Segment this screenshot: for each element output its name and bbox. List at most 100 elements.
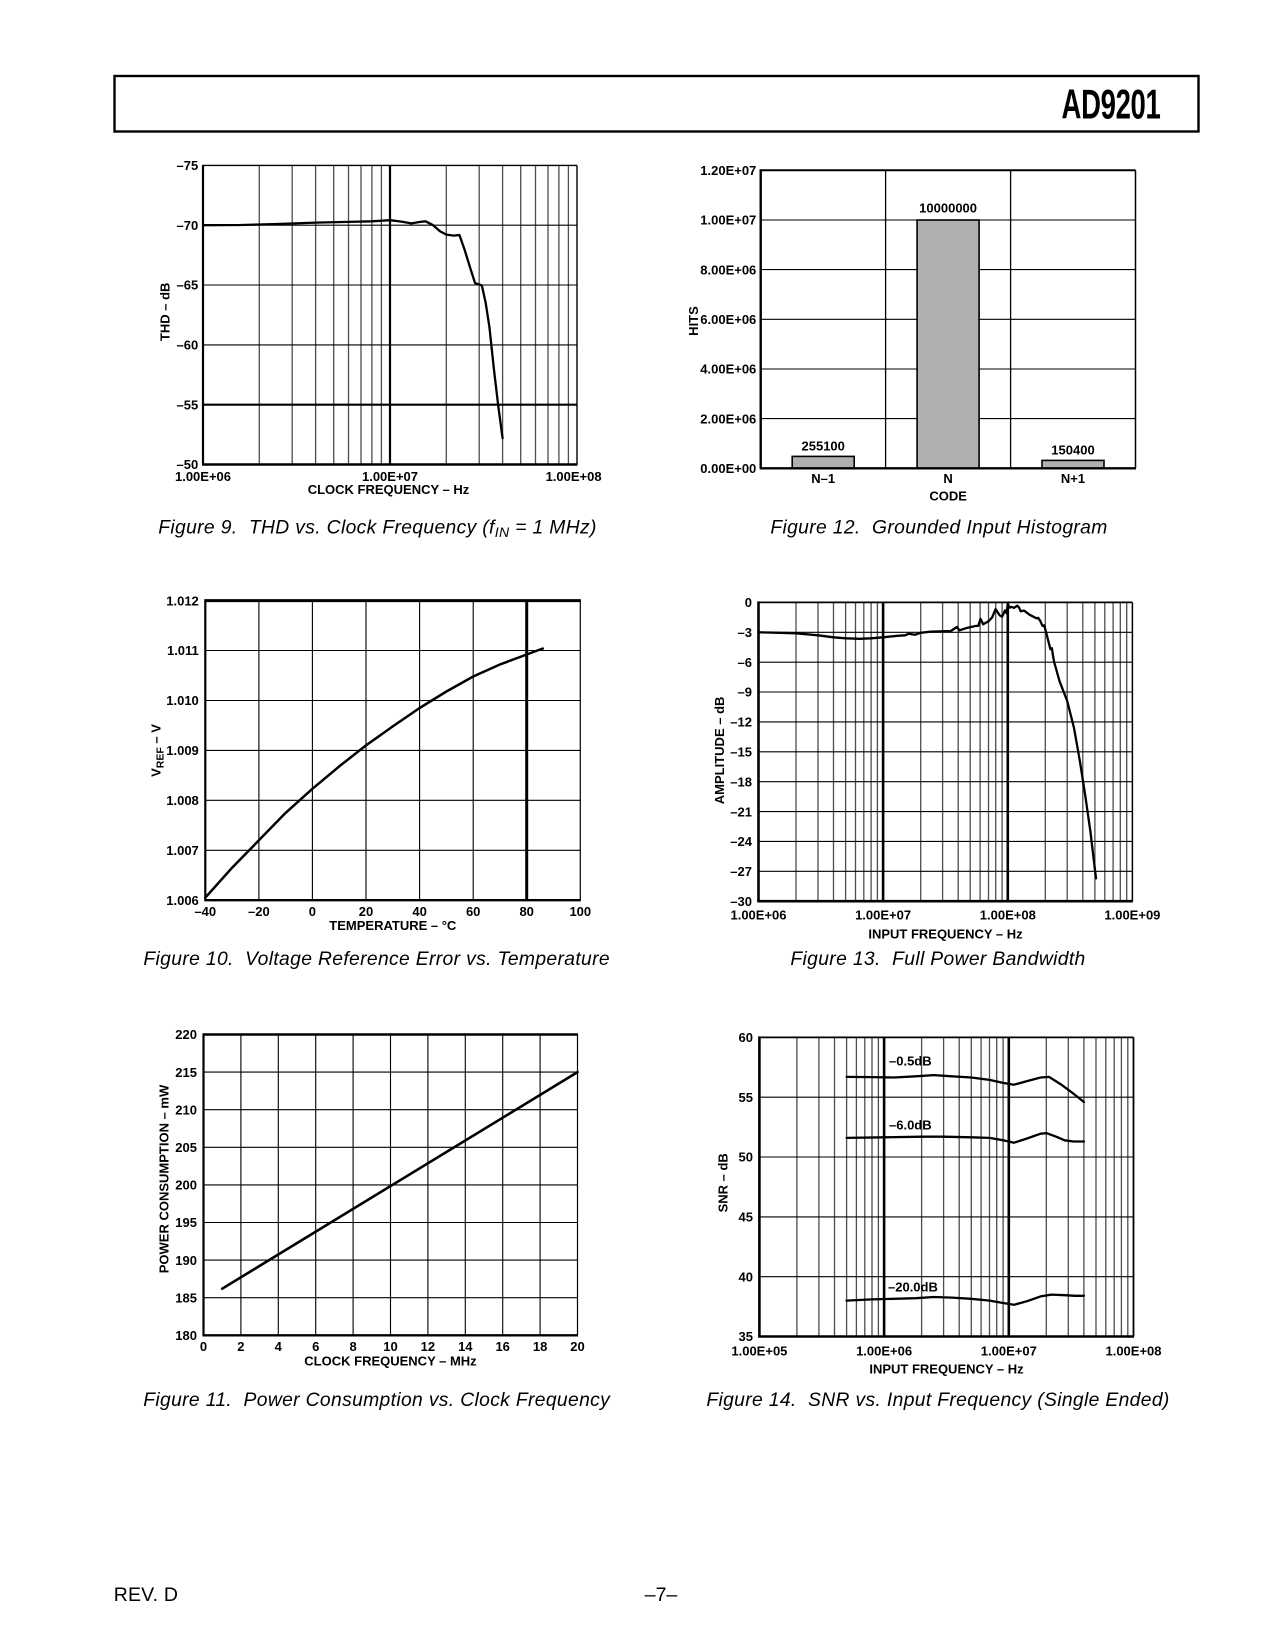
svg-text:Figure 11. Power Consumption: Figure 11. Power Consumption vs. Clock F… <box>143 1390 611 1411</box>
svg-text:1.00E+07: 1.00E+07 <box>981 1343 1037 1358</box>
svg-text:–12: –12 <box>730 715 752 730</box>
svg-text:VREF – V: VREF – V <box>149 724 167 777</box>
svg-text:35: 35 <box>739 1329 753 1344</box>
svg-text:0: 0 <box>200 1339 207 1354</box>
svg-text:HITS: HITS <box>686 306 701 336</box>
svg-text:40: 40 <box>739 1269 753 1284</box>
svg-text:1.00E+06: 1.00E+06 <box>175 469 231 484</box>
svg-text:CLOCK FREQUENCY – Hz: CLOCK FREQUENCY – Hz <box>308 482 470 497</box>
svg-text:INPUT FREQUENCY – Hz: INPUT FREQUENCY – Hz <box>869 1362 1024 1377</box>
svg-text:–0.5dB: –0.5dB <box>889 1054 932 1069</box>
svg-text:205: 205 <box>175 1140 197 1155</box>
svg-text:0: 0 <box>745 595 752 610</box>
svg-text:10: 10 <box>383 1339 397 1354</box>
svg-text:N: N <box>943 471 952 486</box>
svg-text:14: 14 <box>458 1339 473 1354</box>
svg-text:–6: –6 <box>738 655 752 670</box>
svg-text:4.00E+06: 4.00E+06 <box>700 362 756 377</box>
svg-text:REV. D: REV. D <box>114 1584 178 1606</box>
svg-text:1.00E+08: 1.00E+08 <box>1105 1343 1161 1358</box>
svg-text:Figure 9. THD vs. Clock Frequ: Figure 9. THD vs. Clock Frequency (fIN =… <box>158 518 597 540</box>
svg-text:45: 45 <box>739 1210 753 1225</box>
svg-text:–20.0dB: –20.0dB <box>888 1280 938 1295</box>
svg-text:THD – dB: THD – dB <box>158 283 173 342</box>
svg-text:20: 20 <box>570 1339 584 1354</box>
svg-text:N–1: N–1 <box>811 471 835 486</box>
svg-text:1.00E+06: 1.00E+06 <box>730 908 786 923</box>
svg-text:CLOCK FREQUENCY – MHz: CLOCK FREQUENCY – MHz <box>304 1354 477 1369</box>
svg-text:1.009: 1.009 <box>166 743 199 758</box>
svg-text:1.00E+05: 1.00E+05 <box>731 1343 787 1358</box>
svg-text:16: 16 <box>495 1339 509 1354</box>
svg-text:50: 50 <box>739 1150 753 1165</box>
svg-text:–60: –60 <box>176 338 198 353</box>
svg-text:1.00E+07: 1.00E+07 <box>700 213 756 228</box>
svg-text:–20: –20 <box>248 904 270 919</box>
svg-text:–7–: –7– <box>645 1584 678 1606</box>
svg-text:12: 12 <box>421 1339 435 1354</box>
svg-text:1.010: 1.010 <box>166 693 199 708</box>
svg-text:0.00E+00: 0.00E+00 <box>700 461 756 476</box>
svg-text:150400: 150400 <box>1051 443 1094 458</box>
svg-text:10000000: 10000000 <box>919 201 977 216</box>
svg-text:200: 200 <box>175 1178 197 1193</box>
svg-text:–27: –27 <box>730 864 752 879</box>
svg-text:1.006: 1.006 <box>166 893 199 908</box>
svg-text:1.008: 1.008 <box>166 793 199 808</box>
svg-text:AD9201: AD9201 <box>1062 81 1161 128</box>
svg-text:–18: –18 <box>730 774 752 789</box>
svg-text:55: 55 <box>739 1090 753 1105</box>
svg-text:18: 18 <box>533 1339 547 1354</box>
svg-text:1.012: 1.012 <box>166 593 199 608</box>
svg-text:185: 185 <box>175 1290 197 1305</box>
svg-text:1.00E+08: 1.00E+08 <box>980 908 1036 923</box>
svg-text:6.00E+06: 6.00E+06 <box>700 312 756 327</box>
svg-text:1.00E+07: 1.00E+07 <box>362 469 418 484</box>
svg-text:215: 215 <box>175 1065 197 1080</box>
svg-text:60: 60 <box>739 1030 753 1045</box>
svg-text:2.00E+06: 2.00E+06 <box>700 411 756 426</box>
svg-text:190: 190 <box>175 1253 197 1268</box>
svg-text:1.00E+07: 1.00E+07 <box>855 908 911 923</box>
svg-text:–9: –9 <box>738 685 752 700</box>
svg-text:Figure 10. Voltage Reference: Figure 10. Voltage Reference Error vs. T… <box>143 949 610 970</box>
svg-text:Figure 12. Grounded Input His: Figure 12. Grounded Input Histogram <box>770 518 1107 539</box>
svg-text:195: 195 <box>175 1215 197 1230</box>
svg-text:SNR – dB: SNR – dB <box>716 1153 731 1212</box>
svg-text:–40: –40 <box>194 904 216 919</box>
svg-text:CODE: CODE <box>929 489 967 504</box>
svg-text:–3: –3 <box>738 625 752 640</box>
svg-text:Figure 14. SNR vs. Input Freq: Figure 14. SNR vs. Input Frequency (Sing… <box>706 1390 1169 1411</box>
svg-text:N+1: N+1 <box>1061 471 1085 486</box>
svg-text:210: 210 <box>175 1102 197 1117</box>
svg-text:–21: –21 <box>730 804 752 819</box>
svg-text:60: 60 <box>466 904 480 919</box>
svg-text:1.00E+08: 1.00E+08 <box>546 469 602 484</box>
svg-text:0: 0 <box>309 904 316 919</box>
svg-text:–70: –70 <box>176 218 198 233</box>
svg-text:1.00E+09: 1.00E+09 <box>1104 908 1160 923</box>
svg-text:Figure 13. Full Power Bandwid: Figure 13. Full Power Bandwidth <box>790 949 1085 970</box>
svg-text:255100: 255100 <box>802 439 845 454</box>
svg-text:POWER CONSUMPTION – mW: POWER CONSUMPTION – mW <box>157 1084 172 1273</box>
svg-text:20: 20 <box>359 904 373 919</box>
svg-text:1.011: 1.011 <box>167 643 199 658</box>
svg-text:–30: –30 <box>730 894 752 909</box>
svg-text:AMPLITUDE – dB: AMPLITUDE – dB <box>712 697 727 805</box>
svg-text:INPUT FREQUENCY – Hz: INPUT FREQUENCY – Hz <box>868 927 1023 942</box>
svg-text:–50: –50 <box>176 457 198 472</box>
svg-text:–65: –65 <box>176 278 198 293</box>
svg-text:–6.0dB: –6.0dB <box>889 1118 932 1133</box>
svg-text:6: 6 <box>312 1339 319 1354</box>
svg-text:180: 180 <box>175 1328 197 1343</box>
svg-text:1.00E+06: 1.00E+06 <box>856 1343 912 1358</box>
svg-text:4: 4 <box>275 1339 283 1354</box>
svg-text:1.20E+07: 1.20E+07 <box>700 163 756 178</box>
svg-text:TEMPERATURE – °C: TEMPERATURE – °C <box>329 918 457 933</box>
svg-text:100: 100 <box>569 904 591 919</box>
svg-text:–75: –75 <box>176 158 198 173</box>
svg-text:220: 220 <box>175 1027 197 1042</box>
svg-text:–15: –15 <box>730 745 752 760</box>
svg-text:–24: –24 <box>730 834 752 849</box>
svg-text:80: 80 <box>519 904 533 919</box>
